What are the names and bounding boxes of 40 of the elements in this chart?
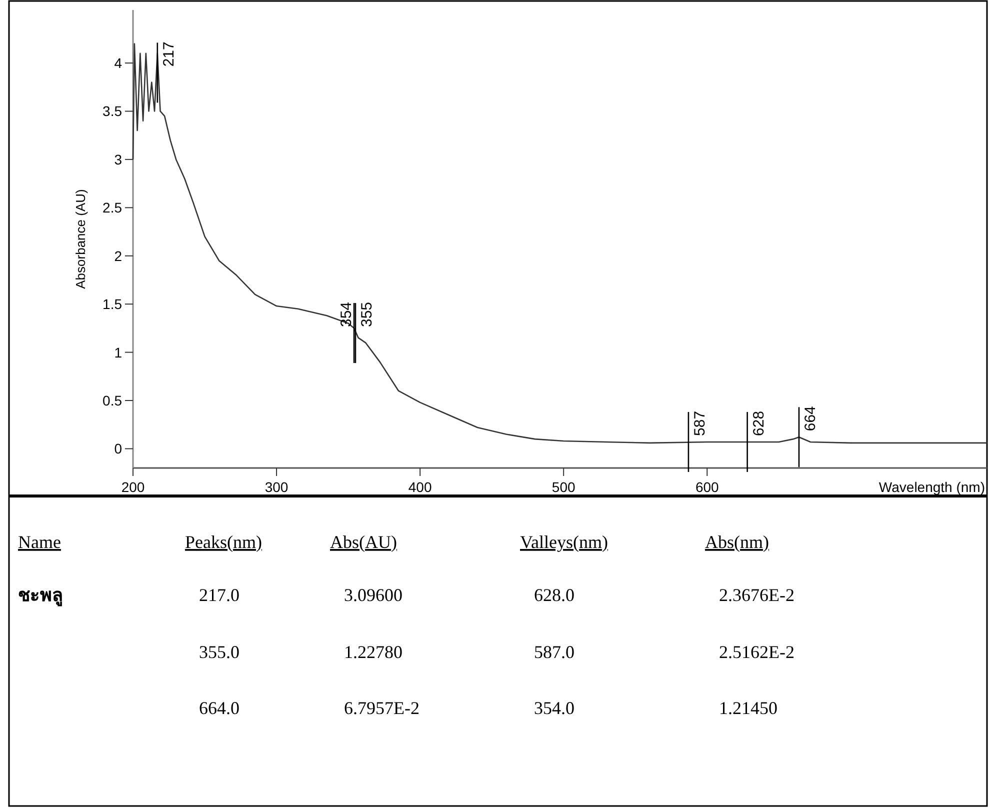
text: 1.22780	[344, 642, 402, 662]
y-tick-label: 1	[114, 344, 122, 360]
text: 587.0	[534, 642, 574, 662]
y-tick-label: 1.5	[102, 296, 122, 312]
text: 355.0	[199, 642, 240, 662]
text: 664.0	[199, 698, 240, 718]
text: 628.0	[534, 585, 574, 605]
x-tick-label: 600	[695, 479, 720, 495]
y-tick-label: 3.5	[102, 103, 122, 120]
x-axis-title: Wavelength (nm)	[878, 479, 985, 495]
text: Abs(AU)	[330, 532, 397, 552]
text: Peaks(nm)	[185, 532, 262, 552]
y-axis-title: Absorbance (AU)	[73, 189, 88, 289]
text: 217.0	[199, 585, 240, 605]
text: 1.21450	[719, 698, 778, 718]
text: ชะพลู	[18, 585, 63, 607]
text: 2.5162E-2	[719, 642, 794, 662]
text: Abs(nm)	[705, 532, 769, 552]
x-tick-label: 400	[408, 479, 432, 495]
annotation: 217	[160, 42, 178, 67]
text: 354.0	[534, 698, 574, 718]
text: Name	[18, 532, 61, 552]
annotation: 355	[358, 302, 376, 328]
y-tick-label: 4	[114, 55, 122, 72]
annotation: 354	[338, 302, 356, 328]
annotation: 664	[802, 406, 819, 432]
y-tick-label: 3	[114, 151, 122, 168]
text: 3.09600	[344, 585, 402, 605]
text: Valleys(nm)	[520, 532, 608, 552]
y-tick-label: 0	[114, 440, 122, 457]
text: 6.7957E-2	[344, 698, 420, 718]
y-tick-label: 0.5	[102, 392, 122, 409]
x-tick-label: 200	[121, 479, 145, 495]
x-tick-label: 300	[264, 479, 288, 495]
y-tick-label: 2	[114, 248, 122, 264]
annotation: 587	[691, 410, 708, 436]
text: 2.3676E-2	[719, 585, 794, 605]
annotation: 628	[750, 410, 768, 436]
y-tick-label: 2.5	[102, 200, 122, 216]
x-tick-label: 500	[552, 479, 576, 495]
